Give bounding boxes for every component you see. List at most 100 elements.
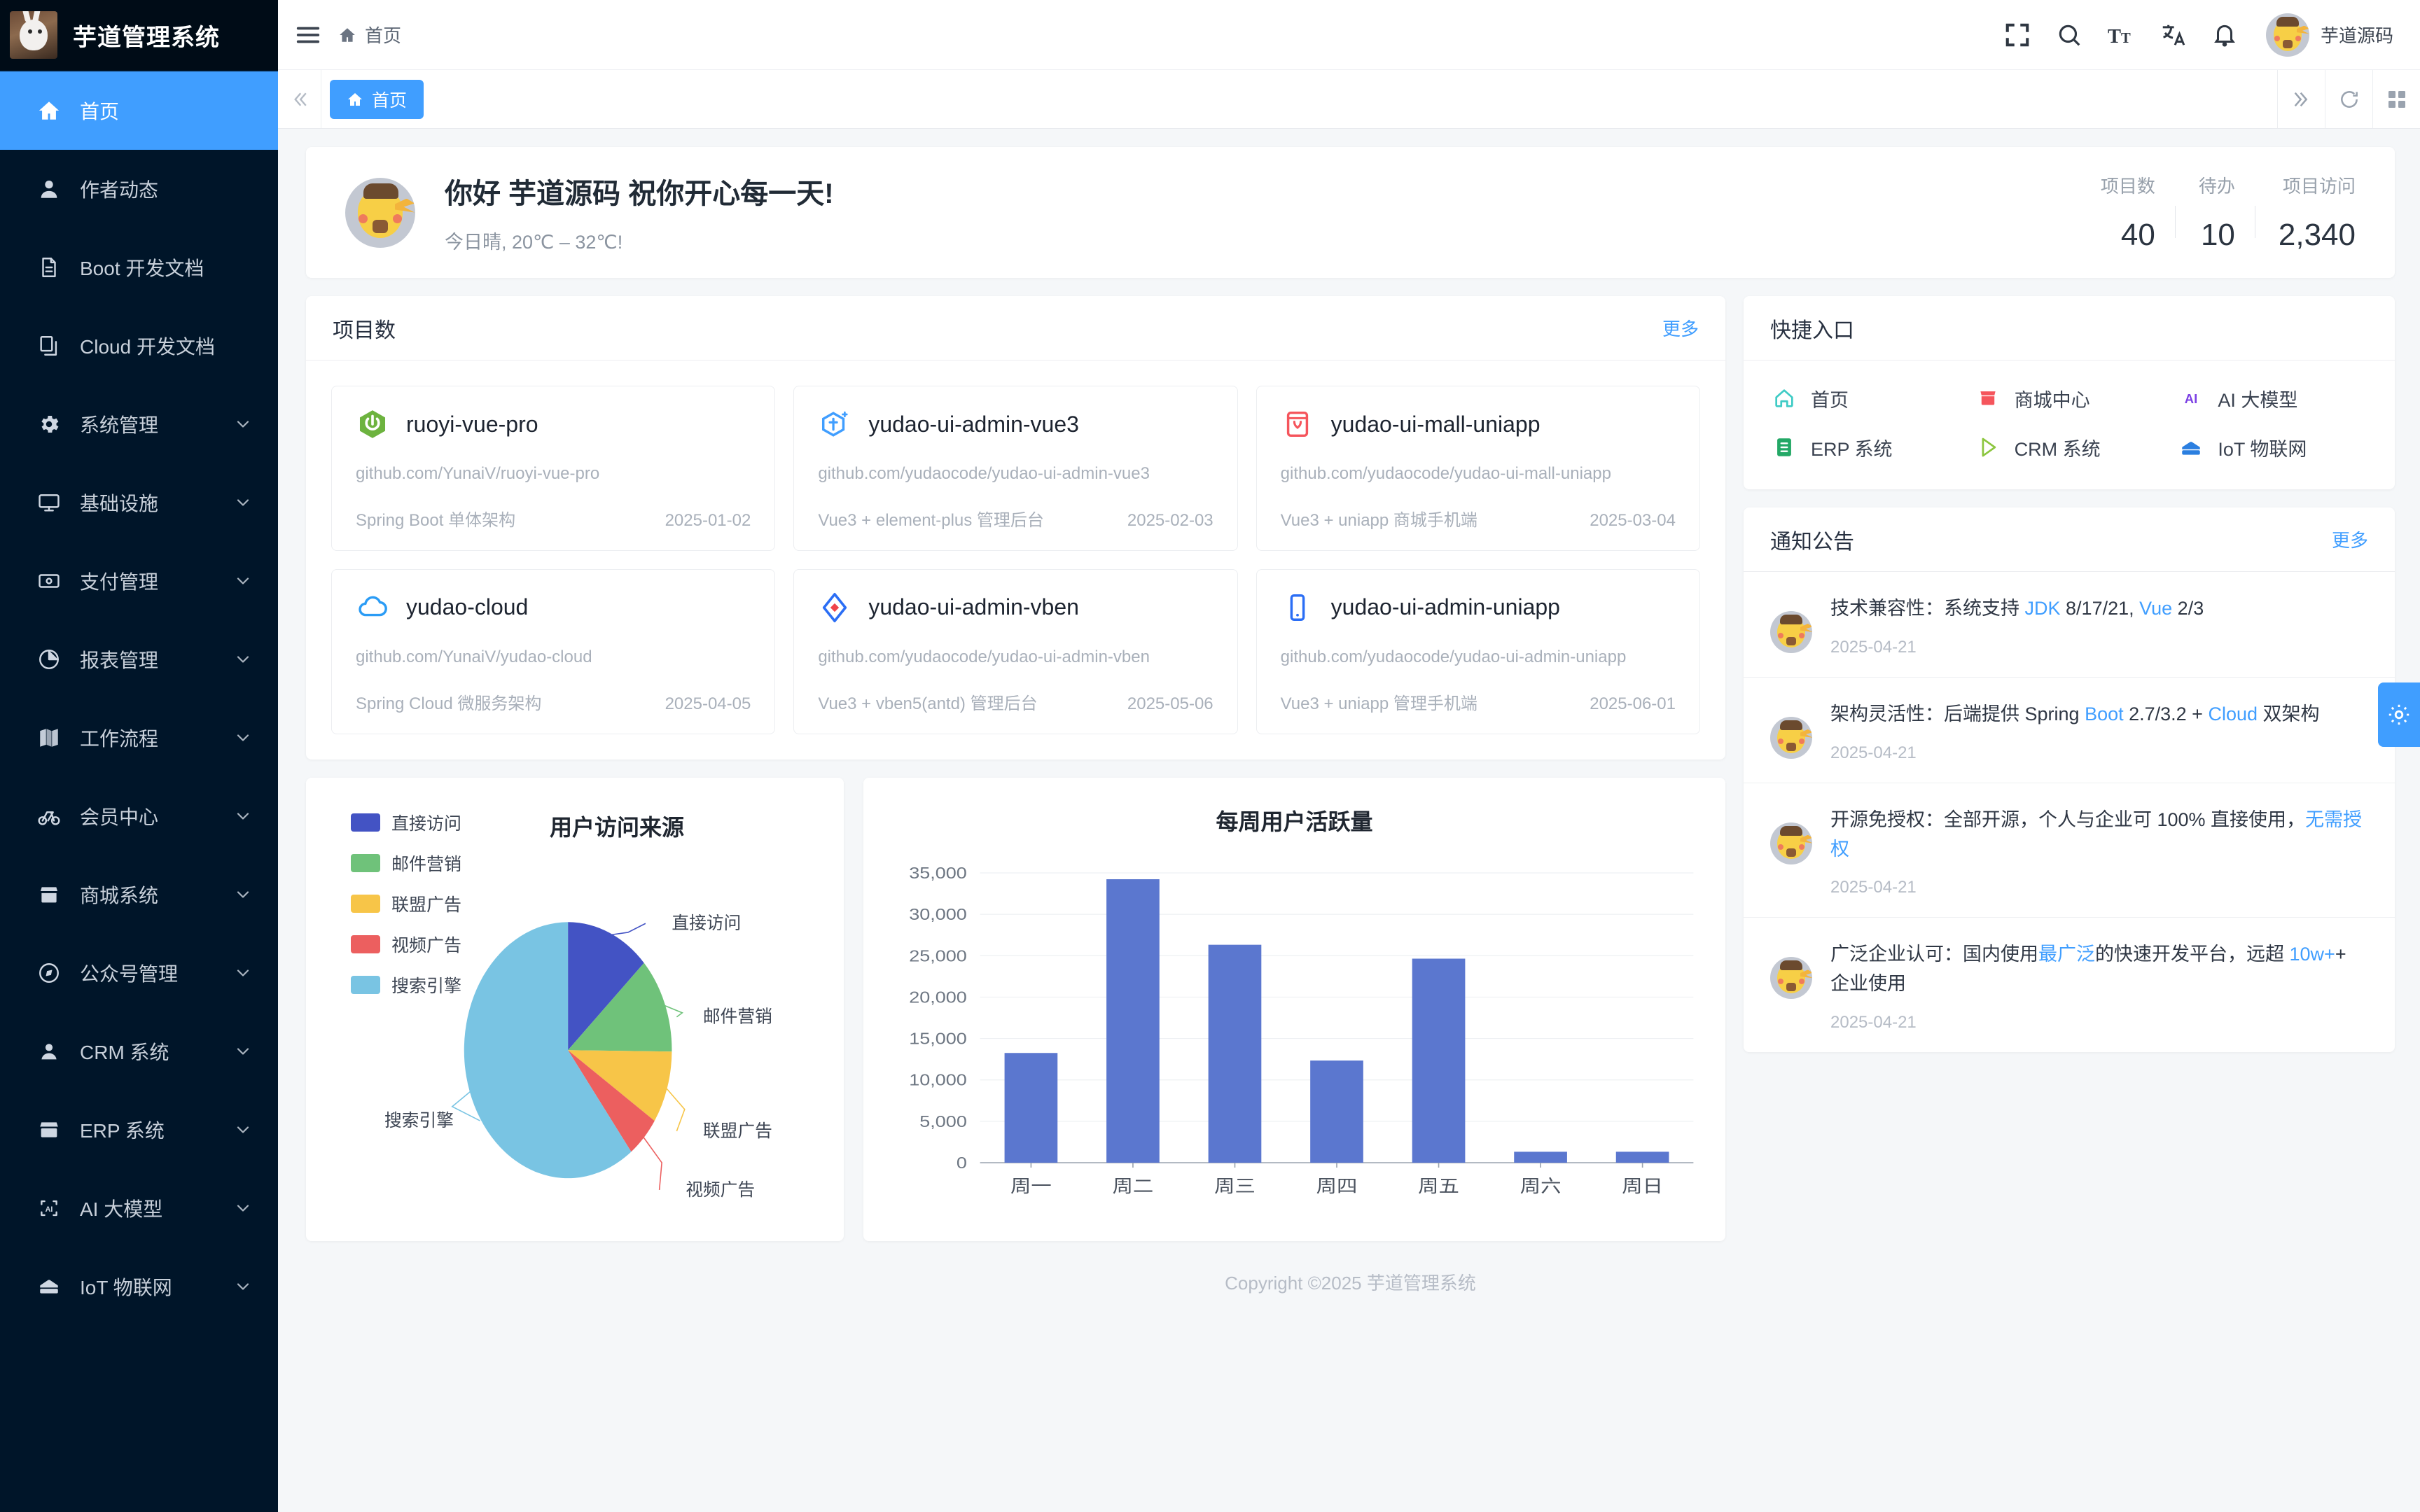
refresh-icon[interactable]: [2325, 70, 2372, 128]
sidebar-logo[interactable]: 芋道管理系统: [0, 0, 278, 70]
notice-item[interactable]: 架构灵活性：后端提供 Spring Boot 2.7/3.2 + Cloud 双…: [1744, 678, 2395, 783]
legend-label: 邮件营销: [391, 854, 462, 874]
chevron-down-icon: [233, 1277, 253, 1296]
pie-slice[interactable]: [464, 921, 632, 1178]
menu-toggle-button[interactable]: [278, 22, 338, 48]
bar-chart-card: 每周用户活跃量 0 5,000 10,000 15,000 20,000 25,000 30…: [863, 777, 1725, 1241]
chevron-down-icon: [233, 414, 253, 434]
translate-icon[interactable]: [2147, 9, 2199, 61]
project-card[interactable]: yudao-ui-admin-vue3 github.com/yudaocode/…: [793, 386, 1238, 551]
sidebar-item-7[interactable]: 报表管理: [0, 620, 278, 699]
project-meta: Spring Boot 单体架构 2025-01-02: [356, 486, 751, 531]
pie-legend-item[interactable]: 邮件营销: [351, 850, 461, 876]
legend-swatch: [351, 975, 380, 994]
settings-drawer-button[interactable]: [2378, 682, 2420, 747]
sidebar-item-label: 基础设施: [80, 493, 159, 514]
notice-item[interactable]: 技术兼容性：系统支持 JDK 8/17/21, Vue 2/3 2025-04-2…: [1744, 572, 2395, 678]
sidebar-item-13[interactable]: ERP 系统: [0, 1091, 278, 1169]
notices-more-link[interactable]: 更多: [2331, 530, 2368, 551]
fullscreen-icon[interactable]: [1991, 9, 2043, 61]
sidebar-item-4[interactable]: 系统管理: [0, 385, 278, 463]
tab-home[interactable]: 首页: [330, 79, 424, 119]
pie-slice[interactable]: [568, 1049, 655, 1152]
sidebar-item-9[interactable]: 会员中心: [0, 777, 278, 855]
project-name: yudao-ui-admin-vue3: [868, 411, 1079, 437]
double-chevron-left-icon[interactable]: [278, 70, 321, 128]
pie-legend-item[interactable]: 搜索引擎: [351, 972, 461, 997]
bar[interactable]: [1615, 1151, 1669, 1163]
bar-chart-title: 每周用户活跃量: [1216, 808, 1373, 834]
notice-item[interactable]: 广泛企业认可：国内使用最广泛的快速开发平台，远超 10w++ 企业使用 2025-…: [1744, 918, 2395, 1052]
projects-header: 项目数 更多: [306, 296, 1725, 360]
bar[interactable]: [1208, 944, 1262, 1163]
project-desc: Vue3 + element-plus 管理后台: [818, 510, 1044, 530]
quick-access-item[interactable]: IoT 物联网: [2177, 433, 2368, 461]
sidebar-item-3[interactable]: Cloud 开发文档: [0, 307, 278, 385]
monitor-icon: [35, 489, 63, 517]
quick-access-item[interactable]: 商城中心: [1974, 384, 2165, 412]
search-icon[interactable]: [2043, 9, 2095, 61]
sidebar-item-0[interactable]: 首页: [0, 71, 278, 150]
chevron-down-icon: [233, 885, 253, 904]
pie-slice[interactable]: [568, 962, 672, 1051]
bar[interactable]: [1514, 1151, 1567, 1163]
quick-access-item[interactable]: ERP 系统: [1770, 433, 1961, 461]
project-card[interactable]: yudao-ui-admin-vben github.com/yudaocode/…: [793, 568, 1238, 734]
pie-slice[interactable]: [568, 921, 644, 1050]
project-card[interactable]: yudao-ui-mall-uniapp github.com/yudaocode…: [1256, 386, 1700, 551]
double-chevron-right-icon[interactable]: [2277, 70, 2325, 128]
project-date: 2025-03-04: [1590, 510, 1676, 530]
pie-legend-item[interactable]: 视频广告: [351, 932, 461, 957]
bell-icon[interactable]: [2199, 9, 2251, 61]
mall-icon: [1974, 384, 2002, 412]
sidebar-item-label: AI 大模型: [80, 1198, 163, 1220]
sidebar-item-10[interactable]: 商城系统: [0, 855, 278, 934]
chevron-down-icon: [233, 1120, 253, 1140]
sidebar-item-12[interactable]: CRM 系统: [0, 1012, 278, 1091]
pie-leader-line: [665, 1086, 686, 1131]
breadcrumb[interactable]: 首页: [338, 22, 401, 48]
project-card[interactable]: yudao-ui-admin-uniapp github.com/yudaocod…: [1256, 568, 1700, 734]
notice-item[interactable]: 开源免授权：全部开源，个人与企业可 100% 直接使用，无需授权 2025-04-…: [1744, 783, 2395, 918]
pie-legend-item[interactable]: 联盟广告: [351, 891, 461, 916]
store-icon: [35, 1116, 63, 1144]
phone-icon: [1281, 591, 1314, 624]
sidebar-item-5[interactable]: 基础设施: [0, 463, 278, 542]
sidebar-item-14[interactable]: AI AI 大模型: [0, 1169, 278, 1247]
notices-header: 通知公告 更多: [1744, 507, 2395, 572]
user-menu[interactable]: 芋道源码: [2265, 13, 2393, 57]
sidebar-item-15[interactable]: IoT 物联网: [0, 1247, 278, 1326]
stat-value: 2,340: [2278, 218, 2356, 252]
sidebar-item-8[interactable]: 工作流程: [0, 699, 278, 777]
project-card[interactable]: yudao-cloud github.com/YunaiV/yudao-cloud…: [331, 568, 776, 734]
footer: Copyright ©2025 芋道管理系统: [306, 1241, 2395, 1324]
grid-icon[interactable]: [2372, 70, 2420, 128]
sidebar-item-1[interactable]: 作者动态: [0, 150, 278, 228]
shop-icon: [35, 881, 63, 909]
sidebar-item-label: Boot 开发文档: [80, 258, 204, 279]
sidebar-item-2[interactable]: Boot 开发文档: [0, 228, 278, 307]
sidebar-item-11[interactable]: 公众号管理: [0, 934, 278, 1012]
quick-access-item[interactable]: CRM 系统: [1974, 433, 2165, 461]
bar[interactable]: [1004, 1052, 1058, 1163]
sidebar: 芋道管理系统 首页 作者动态 Boot 开发文档 Cloud 开发文档 系统管理基础设施…: [0, 0, 278, 1512]
quick-access-item[interactable]: AI AI 大模型: [2177, 384, 2368, 412]
sidebar-item-label: ERP 系统: [80, 1120, 165, 1142]
quick-access-item[interactable]: 首页: [1770, 384, 1961, 412]
projects-more-link[interactable]: 更多: [1662, 318, 1699, 340]
projects-title: 项目数: [333, 318, 396, 342]
bar[interactable]: [1310, 1060, 1363, 1163]
quick-access-label: IoT 物联网: [2218, 438, 2307, 460]
pie-legend-item[interactable]: 直接访问: [351, 810, 461, 835]
project-card[interactable]: ruoyi-vue-pro github.com/YunaiV/ruoyi-vue…: [331, 386, 776, 551]
pie-slice-label: 视频广告: [686, 1180, 755, 1199]
project-desc: Spring Cloud 微服务架构: [356, 694, 542, 713]
bar[interactable]: [1106, 878, 1160, 1163]
chevron-down-icon: [233, 806, 253, 826]
bar-y-tick: 10,000: [909, 1071, 967, 1089]
logo-image: [10, 11, 57, 59]
pie-slice[interactable]: [568, 1049, 672, 1121]
bar[interactable]: [1412, 958, 1466, 1163]
sidebar-item-6[interactable]: 支付管理: [0, 542, 278, 620]
